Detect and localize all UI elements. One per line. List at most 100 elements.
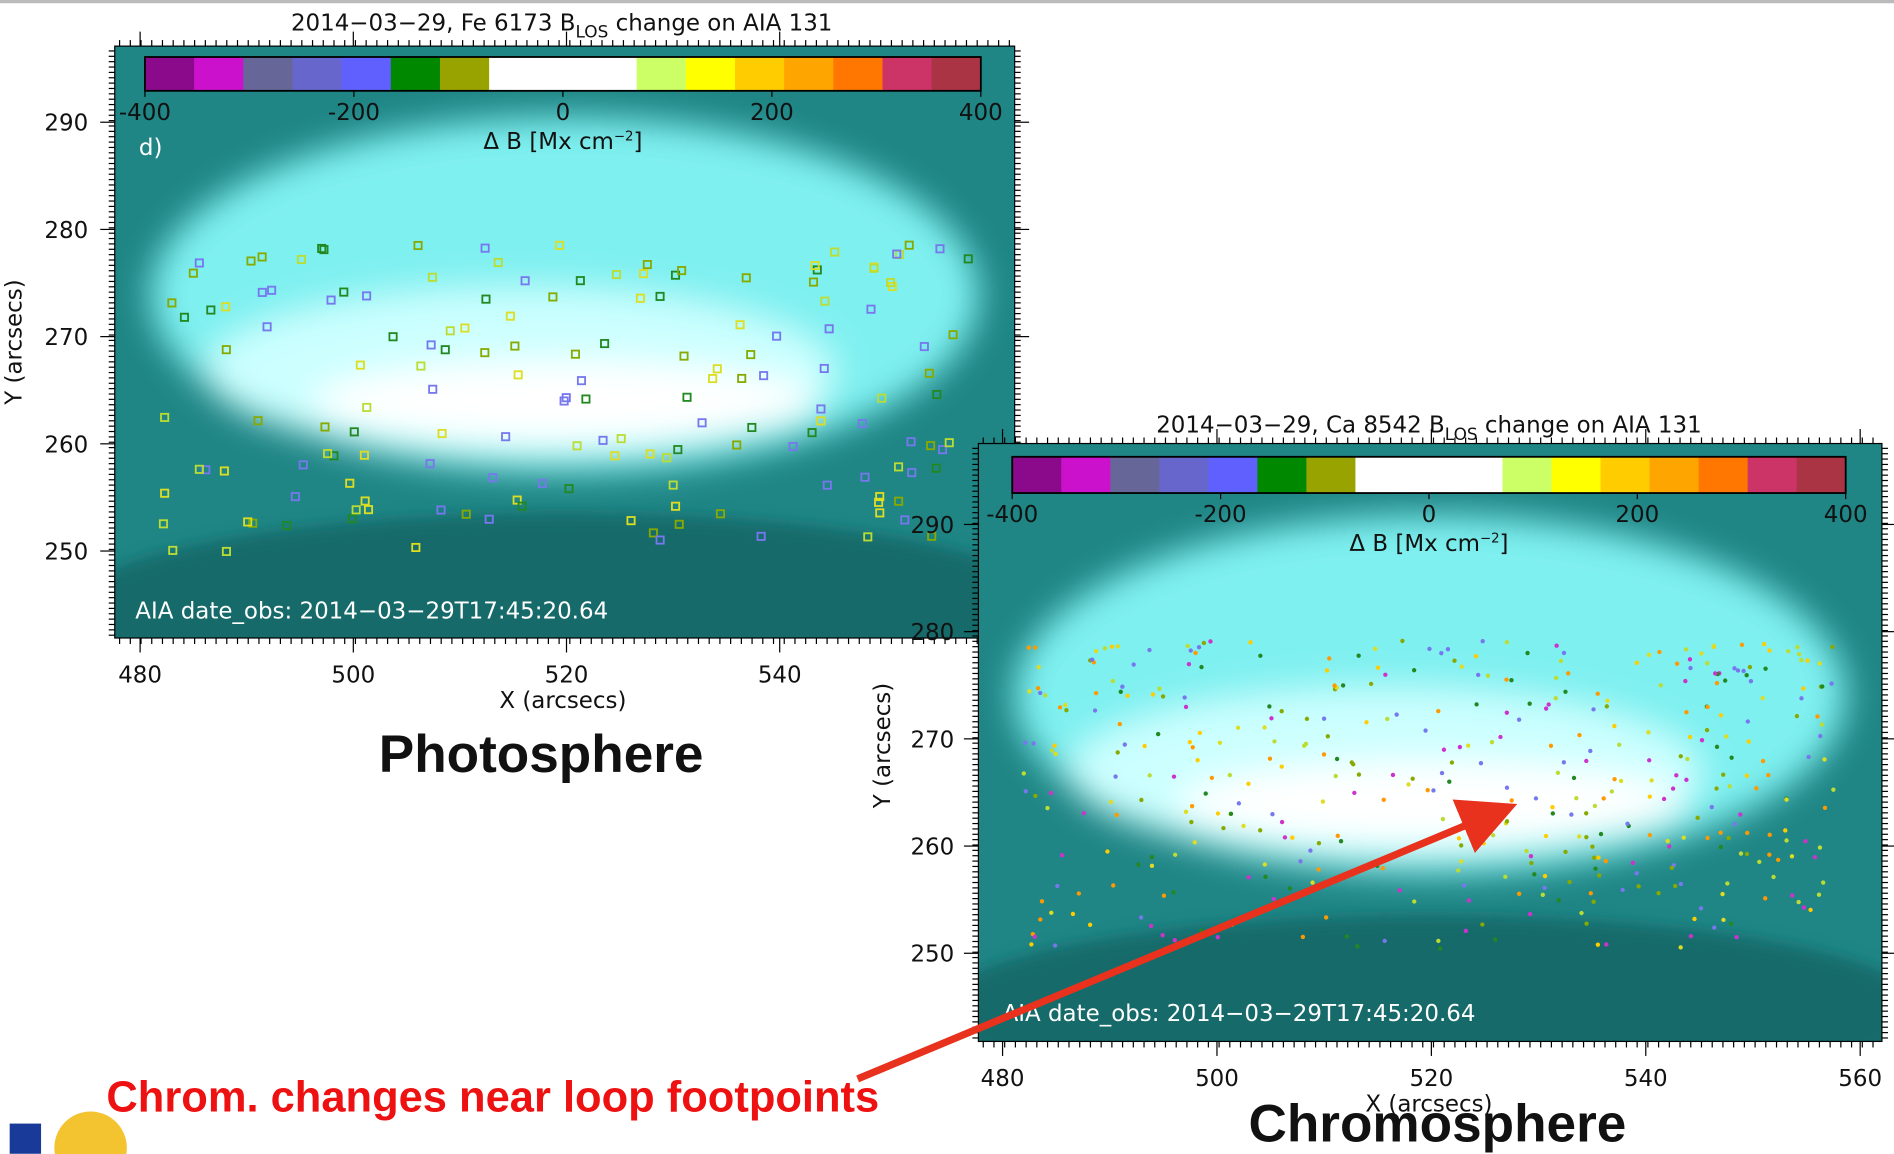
x-tick-label: 540 xyxy=(758,663,802,689)
change-pixel xyxy=(1184,810,1188,814)
change-pixel xyxy=(1726,836,1730,840)
change-pixel xyxy=(1339,839,1343,843)
change-pixel xyxy=(1024,789,1028,793)
change-pixel xyxy=(1400,639,1404,643)
change-pixel xyxy=(1684,710,1688,714)
change-pixel xyxy=(1505,640,1509,644)
change-pixel xyxy=(1562,651,1566,655)
change-pixel xyxy=(1543,874,1547,878)
change-pixel xyxy=(1723,678,1727,682)
glow-core xyxy=(1177,760,1683,844)
change-pixel xyxy=(1391,773,1395,777)
change-pixel xyxy=(1191,745,1195,749)
colorbar-swatch xyxy=(1601,457,1651,493)
change-pixel xyxy=(1208,639,1212,643)
change-pixel xyxy=(1333,774,1337,778)
change-pixel xyxy=(1740,643,1744,647)
change-pixel xyxy=(1619,779,1623,783)
change-pixel xyxy=(1228,773,1232,777)
change-pixel xyxy=(1195,758,1199,762)
change-pixel xyxy=(1237,801,1241,805)
change-pixel xyxy=(1058,705,1062,709)
change-pixel xyxy=(1383,939,1387,943)
x-tick-label: 480 xyxy=(981,1066,1025,1092)
change-pixel xyxy=(1263,862,1267,866)
change-pixel xyxy=(1050,748,1054,752)
change-pixel xyxy=(1156,732,1160,736)
x-axis-label: X (arcsecs) xyxy=(499,688,626,714)
colorbar-swatch xyxy=(145,57,195,91)
change-pixel xyxy=(1532,872,1536,876)
change-pixel xyxy=(1189,820,1193,824)
change-pixel xyxy=(1771,875,1775,879)
change-pixel xyxy=(1247,875,1251,879)
change-pixel xyxy=(1670,866,1674,870)
change-pixel xyxy=(1341,683,1345,687)
change-pixel xyxy=(1093,708,1097,712)
title-text: 2014−03−29, Fe 6173 B xyxy=(291,10,576,36)
change-pixel xyxy=(1710,805,1714,809)
x-tick-label: 520 xyxy=(1409,1066,1453,1092)
colorbar-label-end: ] xyxy=(1500,531,1509,557)
change-pixel xyxy=(1466,744,1470,748)
change-pixel xyxy=(1647,653,1651,657)
panel-title: 2014−03−29, Ca 8542 BLOS change on AIA 1… xyxy=(1156,413,1701,444)
change-pixel xyxy=(1802,905,1806,909)
change-pixel xyxy=(1033,645,1037,649)
change-pixel xyxy=(1385,717,1389,721)
change-pixel xyxy=(1584,835,1588,839)
change-pixel xyxy=(1031,741,1035,745)
change-pixel xyxy=(1554,696,1558,700)
change-pixel xyxy=(1280,764,1284,768)
change-pixel xyxy=(1376,666,1380,670)
change-pixel xyxy=(1486,674,1490,678)
change-pixel xyxy=(1572,776,1576,780)
colorbar-swatch xyxy=(1748,457,1798,493)
change-pixel xyxy=(1803,839,1807,843)
page: {"slide":{"caption":"Chrom. changes near… xyxy=(0,0,1894,1154)
change-pixel xyxy=(1022,771,1026,775)
change-pixel xyxy=(1120,685,1124,689)
colorbar-swatch xyxy=(1502,457,1552,493)
logo-square xyxy=(10,1124,41,1154)
y-tick-label: 270 xyxy=(44,325,88,351)
change-pixel xyxy=(1563,690,1567,694)
x-tick-label: 500 xyxy=(331,663,375,689)
change-pixel xyxy=(1045,806,1049,810)
change-pixel xyxy=(1491,833,1495,837)
change-pixel xyxy=(1524,849,1528,853)
change-pixel xyxy=(1187,662,1191,666)
change-pixel xyxy=(1119,690,1123,694)
change-pixel xyxy=(1204,791,1208,795)
change-pixel xyxy=(1766,773,1770,777)
change-pixel xyxy=(1064,708,1068,712)
change-pixel xyxy=(1574,796,1578,800)
change-pixel xyxy=(1037,665,1041,669)
x-tick-label: 480 xyxy=(118,663,162,689)
change-pixel xyxy=(1528,702,1532,706)
change-pixel xyxy=(1381,866,1385,870)
change-pixel xyxy=(1593,866,1597,870)
change-pixel xyxy=(1729,755,1733,759)
change-pixel xyxy=(1705,661,1709,665)
change-pixel xyxy=(1597,873,1601,877)
colorbar-swatch xyxy=(538,57,588,91)
change-pixel xyxy=(1481,639,1485,643)
change-pixel xyxy=(1352,791,1356,795)
change-pixel xyxy=(1324,915,1328,919)
change-pixel xyxy=(1116,750,1120,754)
change-pixel xyxy=(1474,654,1478,658)
change-pixel xyxy=(1322,716,1326,720)
change-pixel xyxy=(1821,880,1825,884)
change-pixel xyxy=(1596,855,1600,859)
change-pixel xyxy=(1729,922,1733,926)
change-pixel xyxy=(1505,710,1509,714)
y-tick-label: 260 xyxy=(910,835,954,861)
change-pixel xyxy=(1768,833,1772,837)
y-tick-label: 280 xyxy=(44,218,88,244)
change-pixel xyxy=(1431,788,1435,792)
change-pixel xyxy=(1591,707,1595,711)
change-pixel xyxy=(1541,893,1545,897)
change-pixel xyxy=(1241,824,1245,828)
change-pixel xyxy=(1336,834,1340,838)
